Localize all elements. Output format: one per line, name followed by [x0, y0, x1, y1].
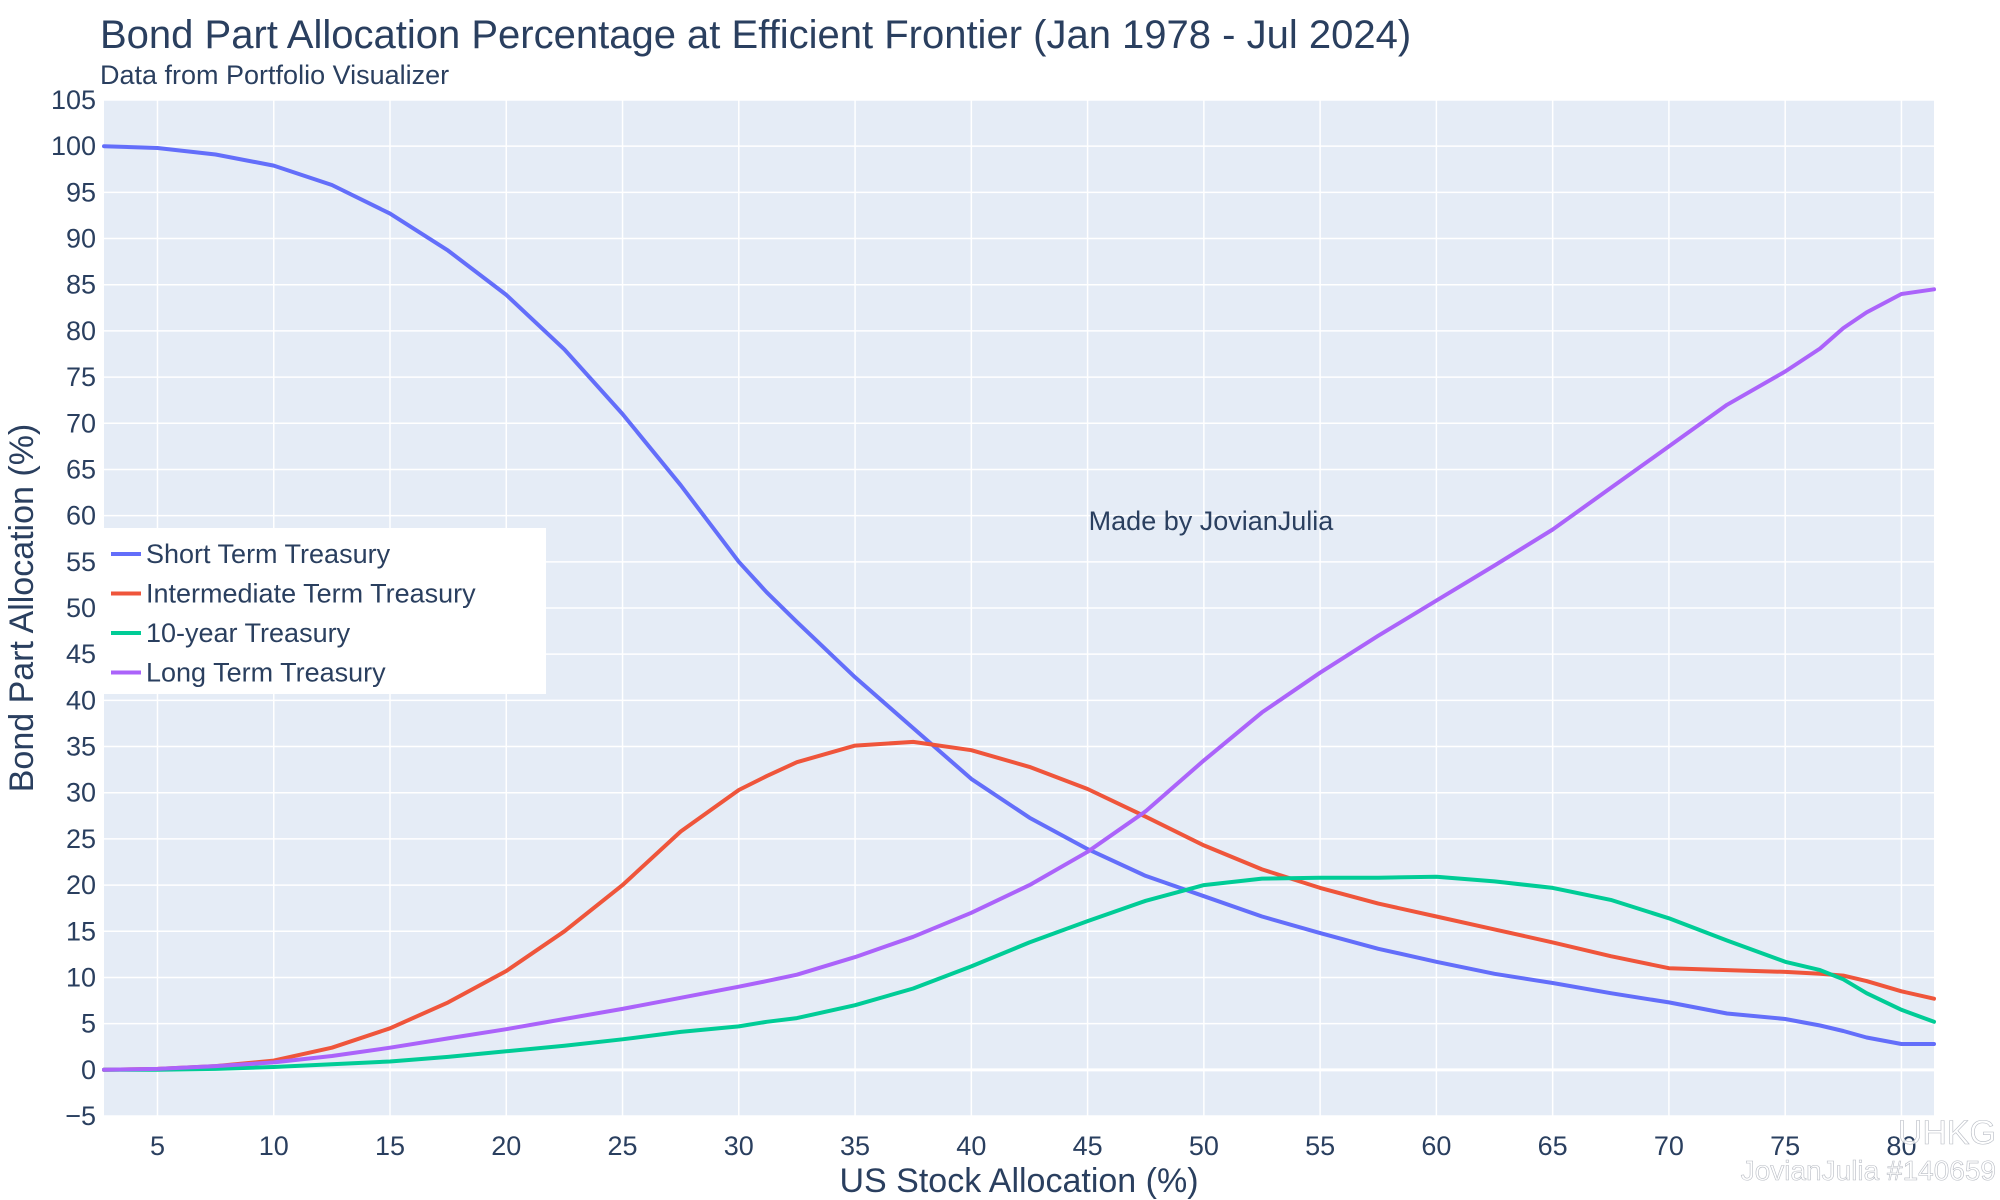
y-tick-label: 90: [66, 224, 96, 254]
y-tick-label: 10: [66, 962, 96, 992]
legend-box: [104, 528, 546, 694]
x-tick-label: 65: [1538, 1131, 1568, 1161]
y-tick-label: 20: [66, 870, 96, 900]
x-axis-title: US Stock Allocation (%): [839, 1162, 1198, 1200]
y-tick-label: 105: [51, 85, 96, 115]
legend-label: Intermediate Term Treasury: [146, 579, 476, 609]
legend-item[interactable]: 10-year Treasury: [111, 618, 351, 648]
chart-subtitle: Data from Portfolio Visualizer: [100, 60, 449, 90]
y-tick-label: 70: [66, 408, 96, 438]
legend-label: Long Term Treasury: [146, 658, 386, 688]
x-tick-label: 70: [1654, 1131, 1684, 1161]
y-tick-label: 80: [66, 316, 96, 346]
x-tick-label: 35: [840, 1131, 870, 1161]
watermark-line1: UHKG: [1898, 1114, 1996, 1152]
x-tick-label: 50: [1189, 1131, 1219, 1161]
legend-item[interactable]: Intermediate Term Treasury: [111, 579, 476, 609]
x-tick-label: 60: [1421, 1131, 1451, 1161]
y-tick-label: 50: [66, 593, 96, 623]
y-tick-label: 65: [66, 454, 96, 484]
x-tick-label: 80: [1886, 1131, 1916, 1161]
x-tick-labels: 5 10 15 20 25 30 35 40 45 50 55 60 65 70 75 80: [150, 1131, 1917, 1161]
y-tick-labels: −5 0 5 10 15 20 25 30 35 40 45 50 55 60 65 70 75 80 85 90 95…: [51, 85, 96, 1131]
x-tick-label: 75: [1770, 1131, 1800, 1161]
series-line-0: [102, 144, 1936, 1046]
x-tick-label: 5: [150, 1131, 165, 1161]
made-by-annotation: Made by JovianJulia: [1089, 506, 1335, 536]
x-tick-label: 45: [1073, 1131, 1103, 1161]
x-tick-label: 30: [724, 1131, 754, 1161]
series-line-1: [102, 739, 1936, 1072]
legend-item[interactable]: Short Term Treasury: [111, 539, 391, 569]
y-tick-label: 5: [81, 1009, 96, 1039]
y-tick-label: 25: [66, 824, 96, 854]
gridlines: [104, 99, 1934, 1117]
y-tick-label: 30: [66, 778, 96, 808]
y-tick-label: 40: [66, 685, 96, 715]
y-tick-label: 95: [66, 177, 96, 207]
y-tick-label: 35: [66, 732, 96, 762]
y-tick-label: 55: [66, 547, 96, 577]
x-tick-label: 15: [375, 1131, 405, 1161]
y-tick-label: 85: [66, 270, 96, 300]
series-lines: [102, 144, 1936, 1072]
watermark-line2: JovianJulia #140659: [1741, 1155, 1996, 1186]
legend-label: Short Term Treasury: [146, 539, 391, 569]
y-tick-label: 100: [51, 131, 96, 161]
x-tick-label: 40: [956, 1131, 986, 1161]
y-tick-label: 75: [66, 362, 96, 392]
series-line-3: [102, 287, 1936, 1072]
chart-title: Bond Part Allocation Percentage at Effic…: [100, 13, 1411, 57]
legend[interactable]: Short Term Treasury Intermediate Term Tre…: [104, 528, 546, 694]
legend-label: 10-year Treasury: [146, 618, 351, 648]
y-tick-label: 15: [66, 916, 96, 946]
x-tick-label: 10: [259, 1131, 289, 1161]
x-tick-label: 25: [608, 1131, 638, 1161]
y-tick-label: −5: [65, 1101, 96, 1131]
x-tick-label: 55: [1305, 1131, 1335, 1161]
watermark: UHKG JovianJulia #140659: [1740, 1114, 1996, 1187]
y-tick-label: 45: [66, 639, 96, 669]
x-tick-label: 20: [491, 1131, 521, 1161]
legend-item[interactable]: Long Term Treasury: [111, 658, 386, 688]
series-line-2: [102, 874, 1936, 1072]
y-axis-title: Bond Part Allocation (%): [3, 424, 41, 793]
y-tick-label: 0: [81, 1055, 96, 1085]
y-tick-label: 60: [66, 501, 96, 531]
